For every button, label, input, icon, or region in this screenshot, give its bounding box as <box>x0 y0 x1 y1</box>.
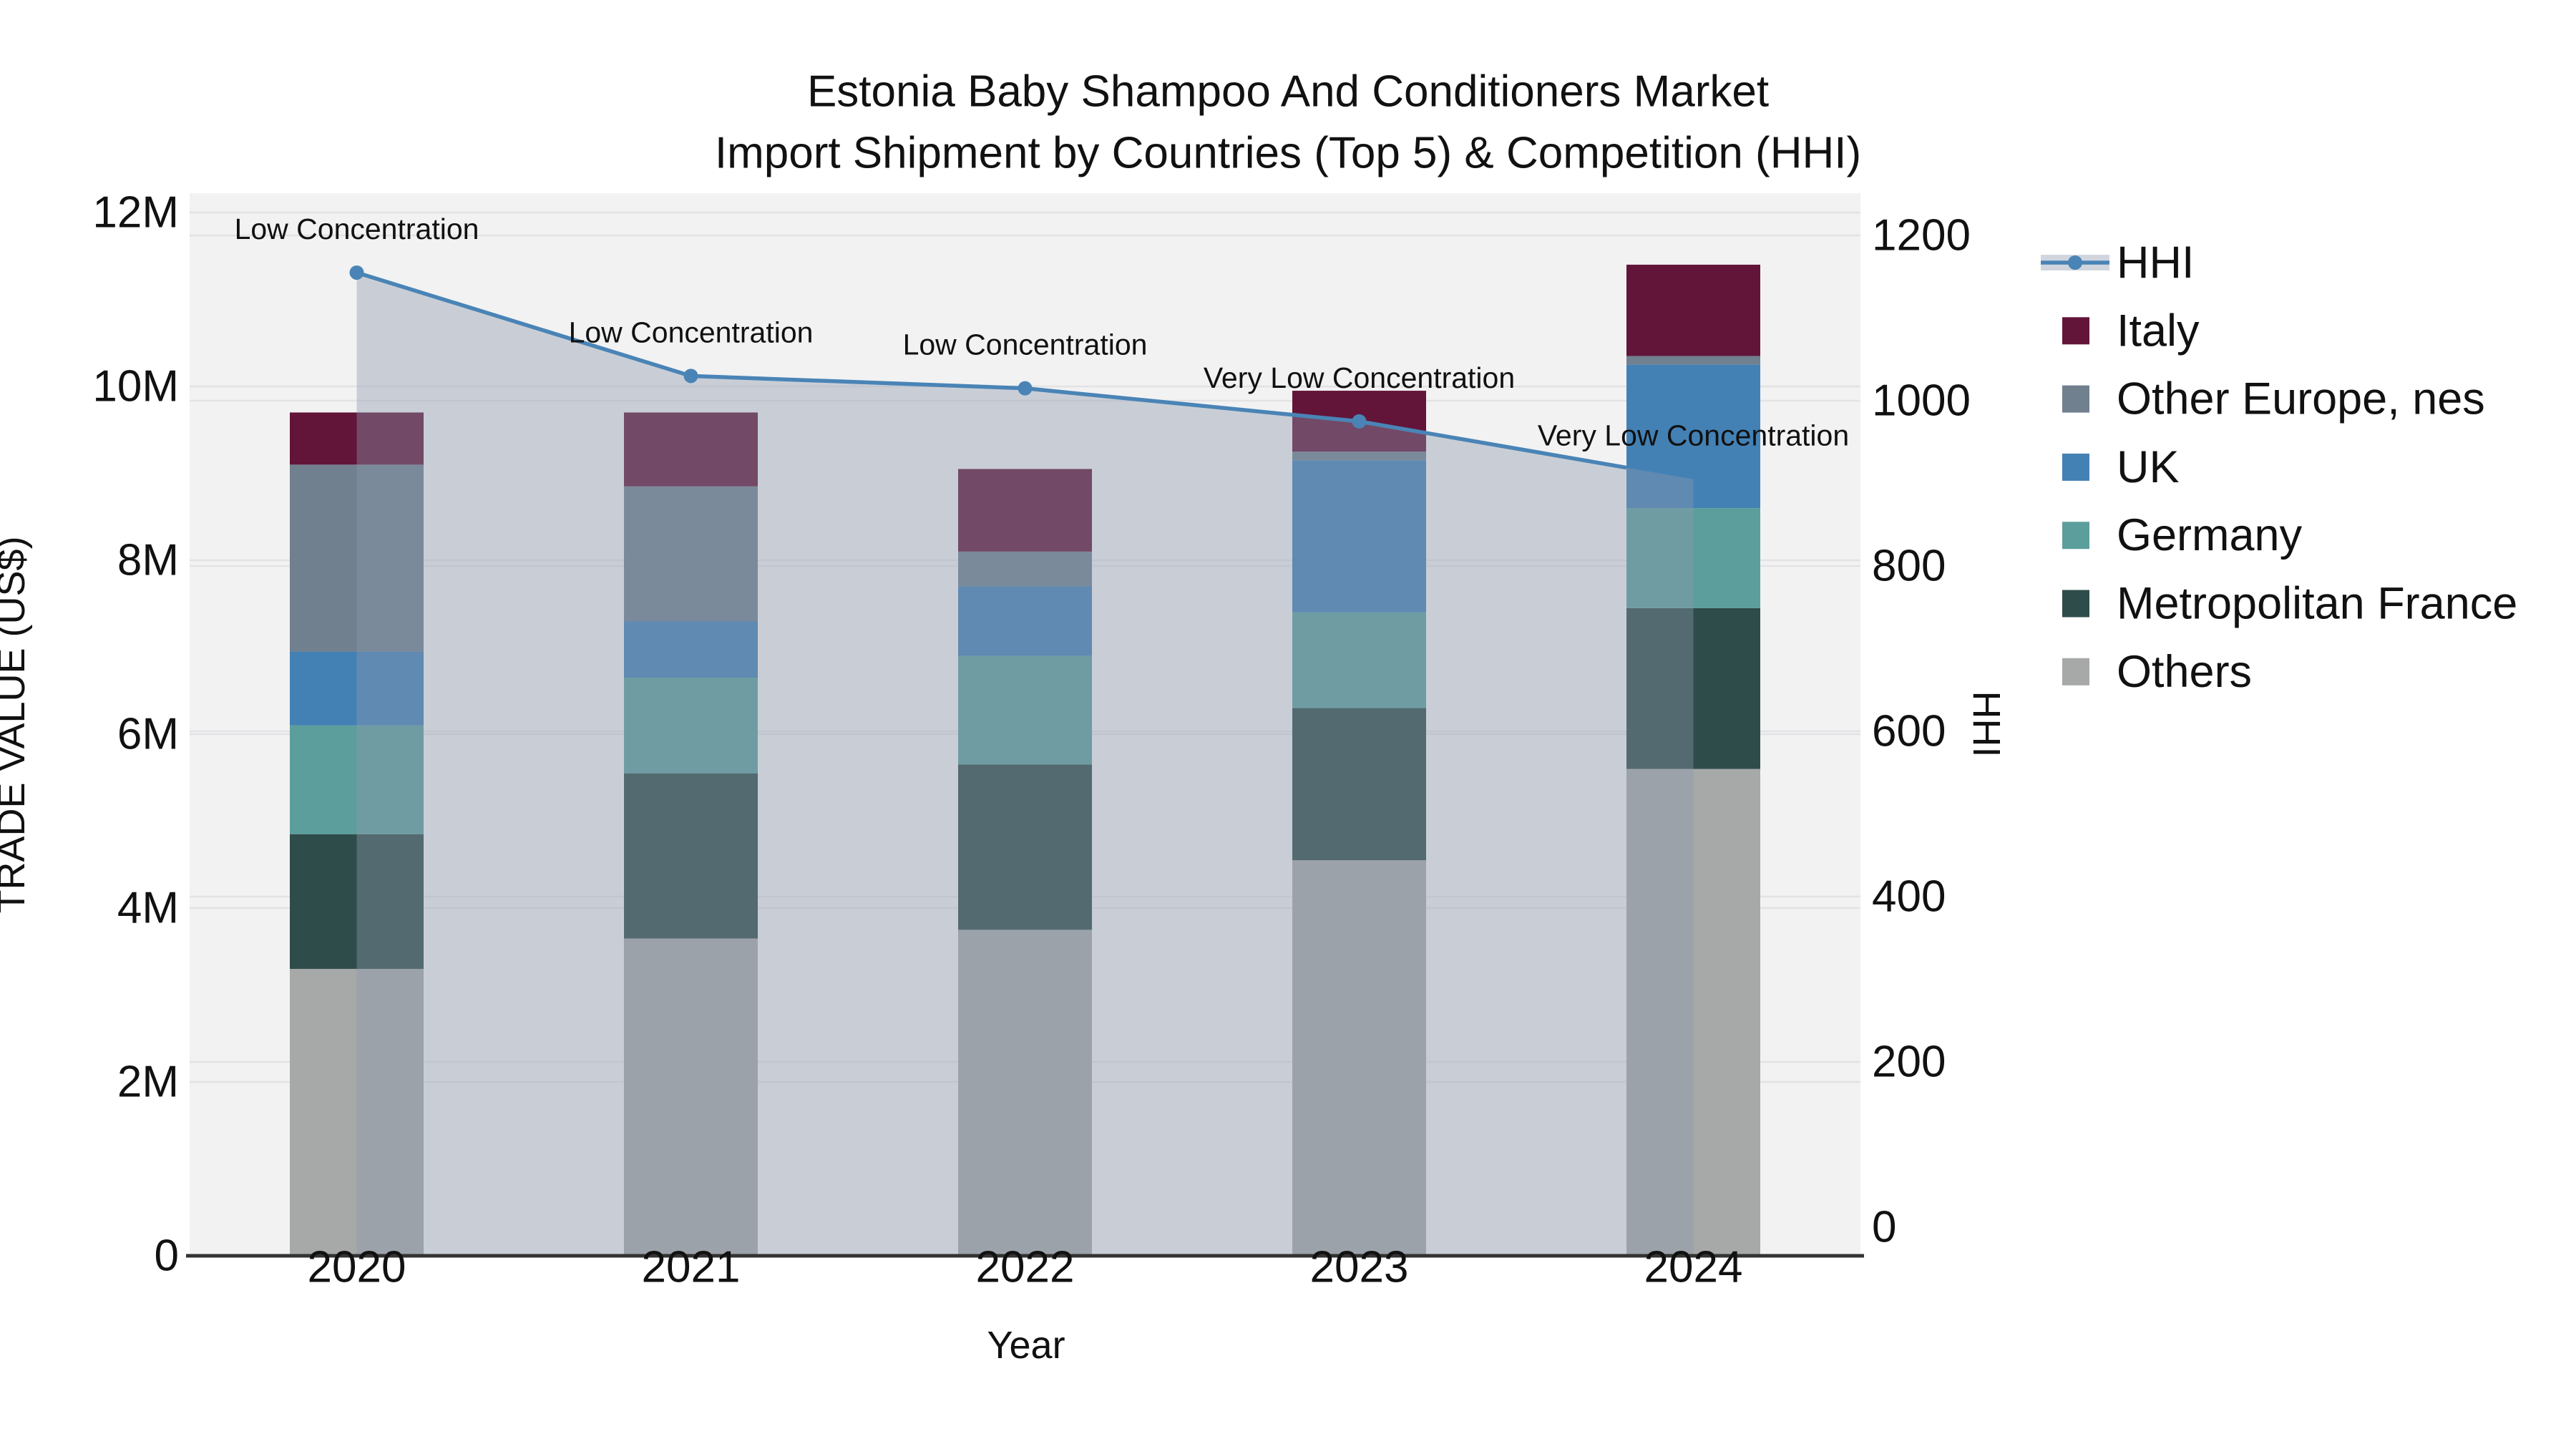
legend-label-hhi: HHI <box>2117 238 2195 288</box>
y-right-tick-label-600: 600 <box>1872 707 1946 756</box>
x-tick-label-2021: 2021 <box>642 1243 741 1292</box>
legend-swatch-others <box>2062 658 2089 686</box>
y-right-tick-label-400: 400 <box>1872 872 1946 922</box>
y-left-tick-label-10M: 10M <box>92 362 179 411</box>
legend-item-metropolitan-france[interactable]: Metropolitan France <box>2062 579 2517 629</box>
annotation-label-2023: Very Low Concentration <box>1204 361 1515 394</box>
hhi-marker-2022 <box>1018 381 1033 396</box>
bar-segment-italy-2021 <box>624 412 758 487</box>
legend-item-other-europe-nes[interactable]: Other Europe, nes <box>2062 374 2485 424</box>
legend-swatch-uk <box>2062 453 2089 481</box>
chart-title-line1: Estonia Baby Shampoo And Conditioners Ma… <box>807 67 1769 117</box>
y-left-axis-title: TRADE VALUE (US$) <box>0 536 33 913</box>
y-left-tick-label-8M: 8M <box>117 536 179 585</box>
bar-segment-metropolitan-france-2020 <box>290 834 424 970</box>
legend-item-germany[interactable]: Germany <box>2062 510 2303 560</box>
bar-segment-others-2023 <box>1292 860 1426 1256</box>
legend-label-metropolitan-france: Metropolitan France <box>2117 579 2517 629</box>
bar-segment-germany-2020 <box>290 725 424 834</box>
y-left-tick-label-2M: 2M <box>117 1058 179 1107</box>
annotation-label-2021: Low Concentration <box>569 316 814 348</box>
bar-segment-germany-2021 <box>624 678 758 774</box>
bar-segment-other-europe-nes-2023 <box>1292 452 1426 461</box>
legend-label-italy: Italy <box>2117 306 2200 356</box>
bar-segment-metropolitan-france-2023 <box>1292 708 1426 861</box>
hhi-marker-2023 <box>1352 414 1367 429</box>
bar-segment-italy-2022 <box>958 469 1092 552</box>
bar-segment-others-2021 <box>624 938 758 1256</box>
bar-segment-italy-2024 <box>1626 264 1760 356</box>
annotation-label-2022: Low Concentration <box>903 328 1148 361</box>
legend-hhi-marker-sample <box>2068 255 2082 270</box>
y-left-tick-label-4M: 4M <box>117 884 179 933</box>
annotation-label-2024: Very Low Concentration <box>1538 419 1849 452</box>
bar-segment-germany-2022 <box>958 655 1092 765</box>
annotation-label-2020: Low Concentration <box>235 213 479 245</box>
y-right-tick-label-1200: 1200 <box>1872 211 1971 260</box>
y-right-tick-label-200: 200 <box>1872 1038 1946 1087</box>
legend-swatch-other-europe-nes <box>2062 385 2089 413</box>
bar-segment-other-europe-nes-2024 <box>1626 356 1760 365</box>
bar-segment-metropolitan-france-2022 <box>958 764 1092 930</box>
bar-segment-others-2020 <box>290 969 424 1256</box>
legend-label-other-europe-nes: Other Europe, nes <box>2117 374 2485 424</box>
bar-segment-germany-2024 <box>1626 508 1760 608</box>
bar-segment-metropolitan-france-2024 <box>1626 608 1760 769</box>
hhi-area-fill <box>356 272 1694 1257</box>
bar-segment-others-2024 <box>1626 769 1760 1256</box>
hhi-marker-2020 <box>349 265 364 280</box>
bar-segment-others-2022 <box>958 930 1092 1256</box>
bar-segment-uk-2020 <box>290 651 424 726</box>
legend-item-uk[interactable]: UK <box>2062 442 2180 492</box>
bar-segment-metropolitan-france-2021 <box>624 773 758 939</box>
x-tick-label-2022: 2022 <box>976 1243 1075 1292</box>
bar-segment-uk-2024 <box>1626 364 1760 509</box>
chart-title-line2: Import Shipment by Countries (Top 5) & C… <box>715 129 1861 178</box>
y-right-tick-label-1000: 1000 <box>1872 376 1971 426</box>
legend-swatch-metropolitan-france <box>2062 590 2089 618</box>
legend-item-others[interactable]: Others <box>2062 647 2252 697</box>
y-right-tick-label-800: 800 <box>1872 542 1946 591</box>
x-tick-label-2024: 2024 <box>1644 1243 1743 1292</box>
legend-label-germany: Germany <box>2117 510 2303 560</box>
bar-segment-uk-2023 <box>1292 460 1426 613</box>
x-axis-title: Year <box>987 1324 1065 1367</box>
bar-segment-other-europe-nes-2021 <box>624 486 758 622</box>
bar-segment-other-europe-nes-2020 <box>290 464 424 652</box>
bar-segment-germany-2023 <box>1292 612 1426 708</box>
y-left-tick-label-0: 0 <box>155 1231 179 1281</box>
legend-swatch-italy <box>2062 317 2089 345</box>
y-left-tick-label-6M: 6M <box>117 710 179 759</box>
legend-label-others: Others <box>2117 647 2252 697</box>
y-right-axis-title: HHI <box>1965 691 2008 758</box>
x-tick-label-2020: 2020 <box>308 1243 406 1292</box>
bar-segment-other-europe-nes-2022 <box>958 551 1092 587</box>
bar-segment-uk-2021 <box>624 621 758 678</box>
legend-swatch-germany <box>2062 522 2089 550</box>
legend-item-italy[interactable]: Italy <box>2062 306 2200 356</box>
hhi-marker-2021 <box>683 369 698 384</box>
legend-item-hhi[interactable]: HHI <box>2041 238 2195 288</box>
bar-segment-uk-2022 <box>958 586 1092 656</box>
bar-segment-italy-2020 <box>290 412 424 465</box>
y-left-tick-label-12M: 12M <box>92 188 179 238</box>
y-right-tick-label-0: 0 <box>1872 1203 1896 1252</box>
legend-label-uk: UK <box>2117 442 2180 492</box>
x-tick-label-2023: 2023 <box>1310 1243 1409 1292</box>
